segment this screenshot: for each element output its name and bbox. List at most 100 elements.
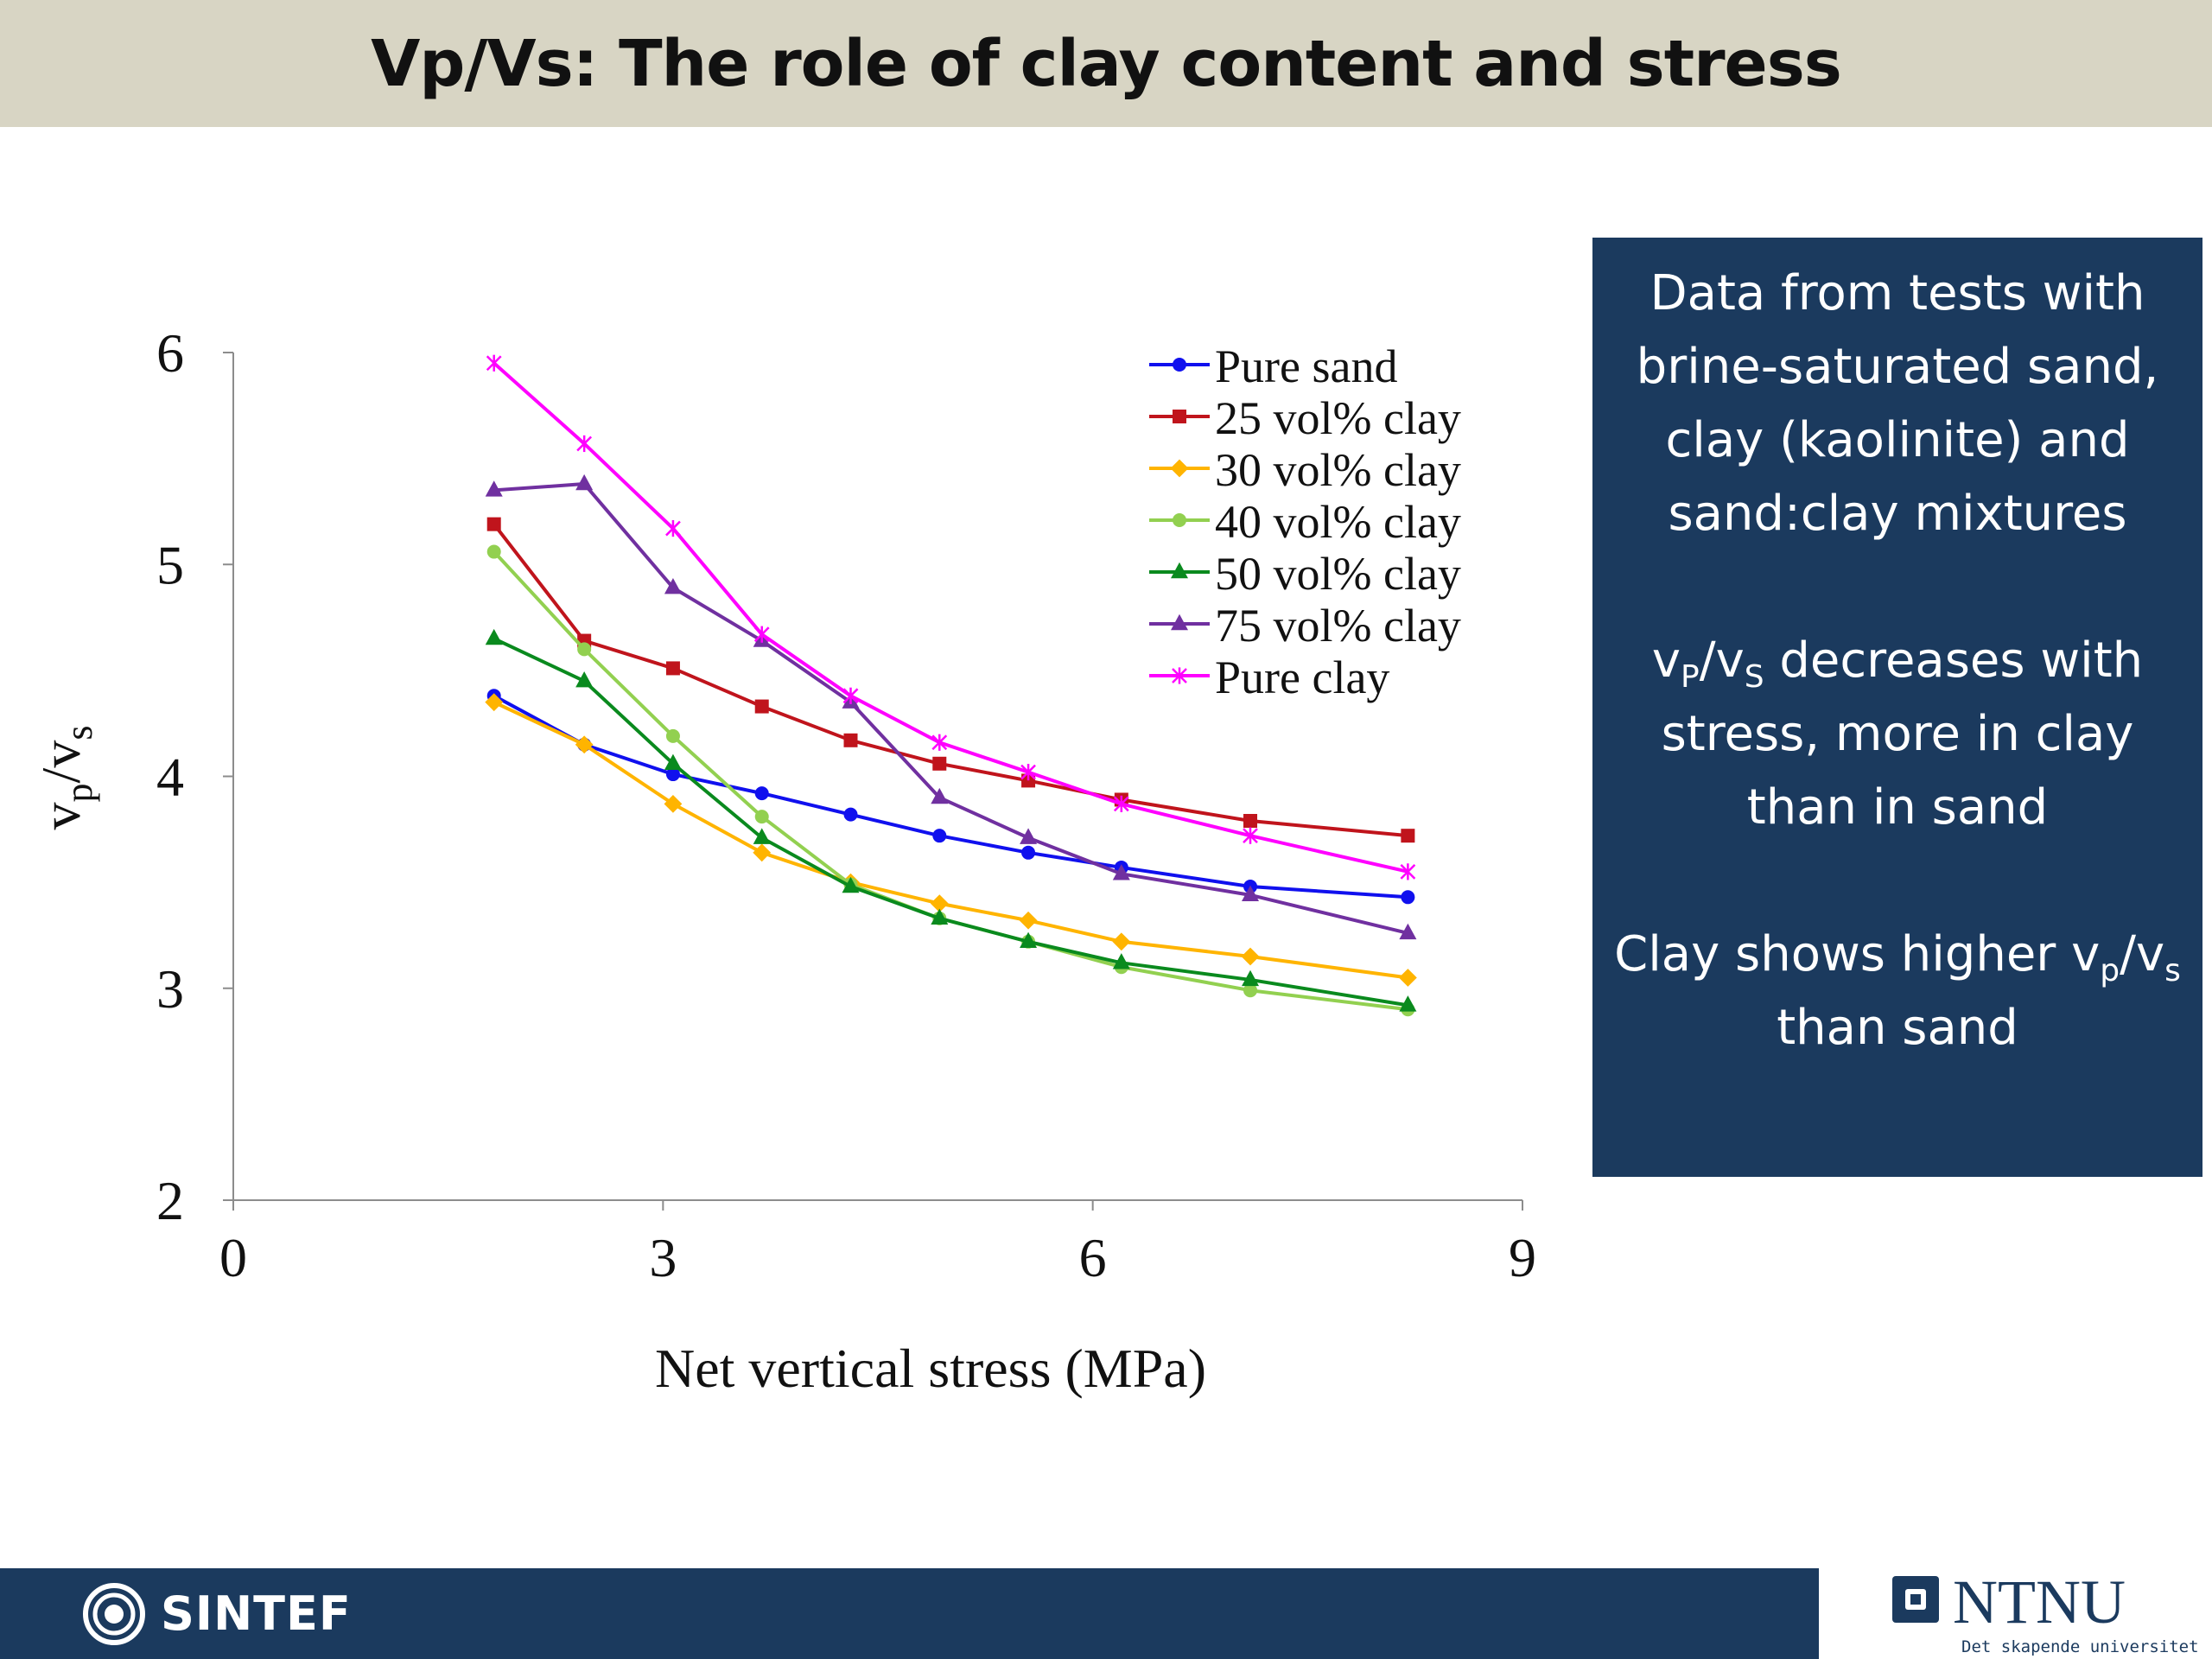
- legend-label: 25 vol% clay: [1215, 392, 1461, 444]
- legend-label: 75 vol% clay: [1215, 600, 1461, 652]
- data-point: [665, 661, 680, 676]
- x-tick-label: 0: [219, 1227, 247, 1288]
- data-point: [1173, 513, 1186, 527]
- data-point: [1019, 911, 1038, 930]
- data-point: [932, 829, 947, 843]
- data-point: [1172, 667, 1187, 684]
- info-box: Data from tests with brine-saturated san…: [1592, 238, 2202, 1177]
- data-point: [1021, 773, 1036, 788]
- y-tick-label: 6: [156, 322, 184, 384]
- legend-label: 30 vol% clay: [1215, 444, 1461, 496]
- ntnu-logo-text: NTNU: [1953, 1567, 2126, 1637]
- series-line: [493, 700, 1408, 980]
- data-point: [1243, 983, 1258, 998]
- data-point: [1112, 864, 1130, 880]
- data-point: [575, 735, 594, 754]
- data-point: [664, 794, 683, 813]
- data-point: [1173, 358, 1186, 372]
- legend-label: Pure clay: [1215, 652, 1389, 703]
- series-50-vol-clay: [485, 628, 1417, 1012]
- legend-item: 50 vol% clay: [1149, 548, 1461, 600]
- sintef-logo-icon: [83, 1582, 145, 1645]
- data-point: [1399, 995, 1417, 1012]
- data-point: [1401, 829, 1415, 843]
- legend-label: Pure sand: [1215, 340, 1397, 392]
- data-point: [1170, 459, 1189, 478]
- ntnu-tagline: Det skapende universitet: [1961, 1637, 2199, 1656]
- data-point: [1400, 863, 1416, 880]
- info-subscript: S: [1744, 659, 1764, 695]
- data-point: [486, 354, 502, 372]
- data-point: [753, 828, 771, 844]
- data-point: [1398, 969, 1417, 987]
- data-point: [1021, 845, 1036, 860]
- legend-item: 40 vol% clay: [1149, 496, 1461, 548]
- data-point: [577, 642, 592, 657]
- data-point: [754, 786, 769, 801]
- data-point: [754, 810, 769, 824]
- data-point: [1241, 947, 1260, 966]
- data-point: [664, 753, 682, 770]
- series-line: [493, 637, 1408, 1007]
- series-30-vol-clay: [485, 693, 1417, 987]
- info-text: v: [1651, 632, 1681, 689]
- info-subscript: s: [2164, 953, 2181, 988]
- data-point: [842, 876, 860, 893]
- data-point: [486, 544, 501, 559]
- legend-label: 40 vol% clay: [1215, 496, 1461, 548]
- data-point: [1112, 932, 1131, 951]
- data-point: [576, 435, 593, 453]
- data-point: [1112, 953, 1130, 969]
- axes: 2 3 4 5 6 0 3 6 9: [156, 322, 1536, 1288]
- info-subscript: p: [2100, 953, 2120, 988]
- data-point: [1020, 828, 1038, 844]
- data-point: [665, 728, 680, 743]
- legend-item: 25 vol% clay: [1149, 392, 1461, 444]
- legend-item: 30 vol% clay: [1149, 444, 1461, 496]
- legend-item: 75 vol% clay: [1149, 600, 1461, 652]
- sintef-logo-text: SINTEF: [161, 1586, 352, 1641]
- data-point: [575, 671, 594, 688]
- y-tick-label: 5: [156, 534, 184, 595]
- info-text: /v: [2120, 926, 2165, 982]
- info-paragraph: Clay shows higher vp/vs than sand: [1610, 918, 2185, 1065]
- data-point: [1399, 923, 1417, 940]
- data-point: [932, 756, 947, 771]
- series-line: [493, 482, 1408, 935]
- series-lines: [485, 354, 1417, 1017]
- data-point: [1401, 890, 1415, 905]
- y-tick-label: 4: [156, 747, 184, 808]
- x-axis-title: Net vertical stress (MPa): [655, 1338, 1206, 1399]
- y-tick-label: 3: [156, 958, 184, 1020]
- data-point: [1243, 814, 1258, 829]
- info-text: decreases with stress, more in clay than…: [1661, 632, 2144, 836]
- ntnu-logo: NTNU Det skapende universitet: [1892, 1567, 2199, 1656]
- data-point: [843, 733, 858, 747]
- data-point: [665, 519, 681, 537]
- title-bar: Vp/Vs: The role of clay content and stre…: [0, 0, 2212, 127]
- data-point: [843, 807, 858, 822]
- data-point: [664, 578, 682, 594]
- info-text: than sand: [1777, 1000, 2018, 1056]
- legend-item: Pure sand: [1149, 340, 1397, 392]
- data-point: [1173, 410, 1186, 423]
- y-tick-label: 2: [156, 1170, 184, 1231]
- page-title: Vp/Vs: The role of clay content and stre…: [371, 26, 1842, 101]
- series-line: [493, 694, 1408, 899]
- data-point: [485, 693, 504, 712]
- data-point: [754, 699, 769, 714]
- data-point: [1113, 795, 1129, 812]
- data-point: [486, 517, 501, 531]
- y-axis-title: vp/vs: [30, 726, 100, 830]
- info-paragraph: vP/vS decreases with stress, more in cla…: [1610, 624, 2185, 844]
- info-paragraph: Data from tests with brine-saturated san…: [1610, 257, 2185, 550]
- info-text: /v: [1699, 632, 1745, 689]
- data-point: [1242, 885, 1260, 902]
- series-line: [493, 361, 1408, 874]
- data-point: [665, 767, 680, 782]
- info-text: Data from tests with brine-saturated san…: [1636, 265, 2159, 542]
- series-pure-clay: [486, 354, 1416, 880]
- info-subscript: P: [1680, 659, 1700, 695]
